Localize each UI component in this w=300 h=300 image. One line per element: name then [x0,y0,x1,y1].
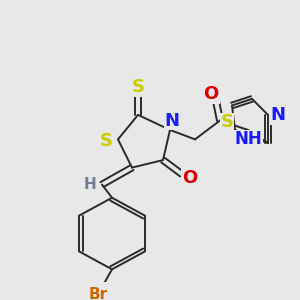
Text: O: O [203,85,219,103]
Text: O: O [182,169,198,187]
Text: S: S [131,78,145,96]
Text: N: N [271,106,286,124]
Text: S: S [100,132,112,150]
Text: H: H [84,177,96,192]
Text: Br: Br [88,287,108,300]
Text: NH: NH [234,130,262,148]
Text: S: S [220,113,233,131]
Text: N: N [164,112,179,130]
